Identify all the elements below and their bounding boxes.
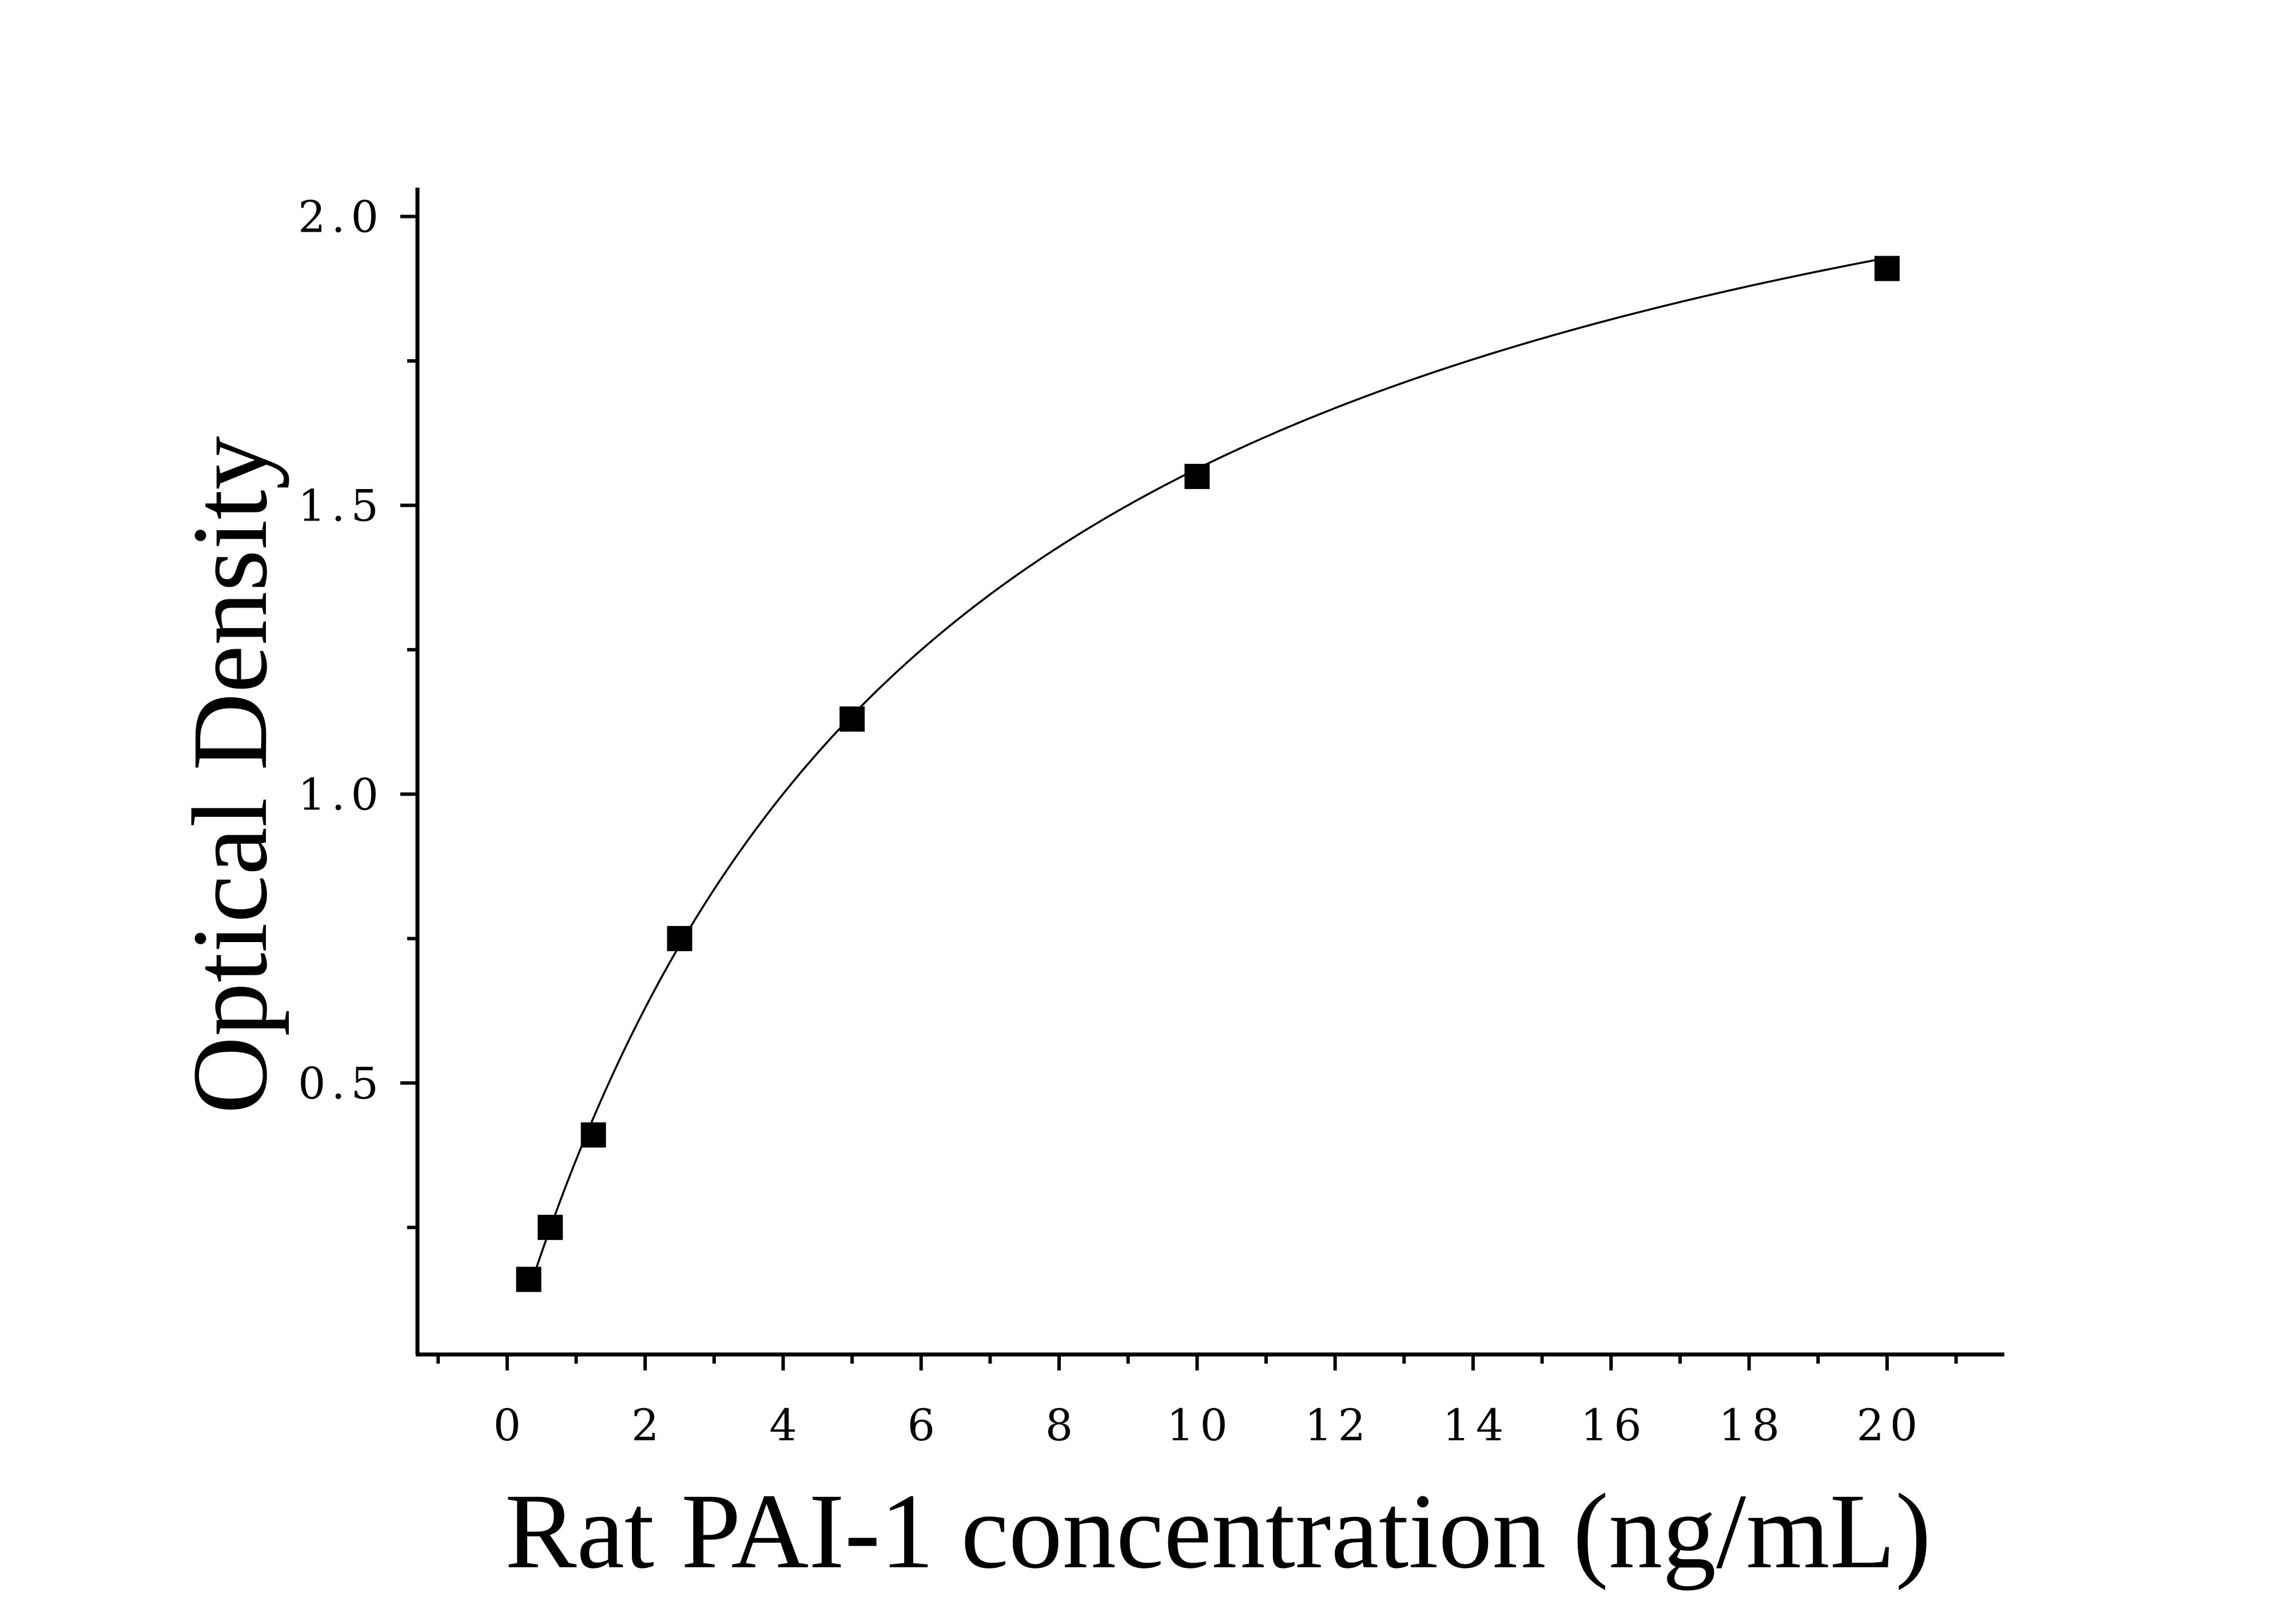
data-point xyxy=(667,925,693,951)
data-point xyxy=(1184,463,1210,489)
x-tick-label: 10 xyxy=(1167,1400,1233,1451)
data-point xyxy=(516,1266,542,1292)
x-axis-title: Rat PAI-1 concentration (ng/mL) xyxy=(505,1471,1931,1591)
data-point xyxy=(580,1122,606,1148)
x-tick-label: 4 xyxy=(769,1400,802,1451)
data-point xyxy=(538,1214,563,1240)
y-tick-label: 2.0 xyxy=(298,191,384,242)
fit-curve-layer xyxy=(527,257,1888,1292)
y-tick-label: 1.0 xyxy=(298,769,384,820)
data-point xyxy=(839,706,865,732)
fit-curve xyxy=(527,257,1888,1292)
ticks-layer: 0 2 4 6 8 10 12 14 16 18 20 0.5 1.0 1.5 2.0 xyxy=(298,191,1958,1451)
x-tick-label: 0 xyxy=(494,1400,527,1451)
y-axis-title: Optical Density xyxy=(170,436,289,1114)
x-tick-label: 16 xyxy=(1581,1400,1648,1451)
x-tick-label: 12 xyxy=(1304,1400,1371,1451)
axes-layer xyxy=(415,188,2004,1357)
x-tick-label: 8 xyxy=(1045,1400,1079,1451)
x-tick-label: 6 xyxy=(908,1400,941,1451)
x-tick-label: 18 xyxy=(1718,1400,1785,1451)
x-tick-label: 20 xyxy=(1857,1400,1924,1451)
data-point xyxy=(1874,256,1900,281)
x-tick-label: 14 xyxy=(1443,1400,1510,1451)
y-tick-label: 0.5 xyxy=(298,1058,384,1109)
x-tick-label: 2 xyxy=(631,1400,664,1451)
y-tick-label: 1.5 xyxy=(298,480,384,531)
data-points-layer xyxy=(516,256,1900,1292)
